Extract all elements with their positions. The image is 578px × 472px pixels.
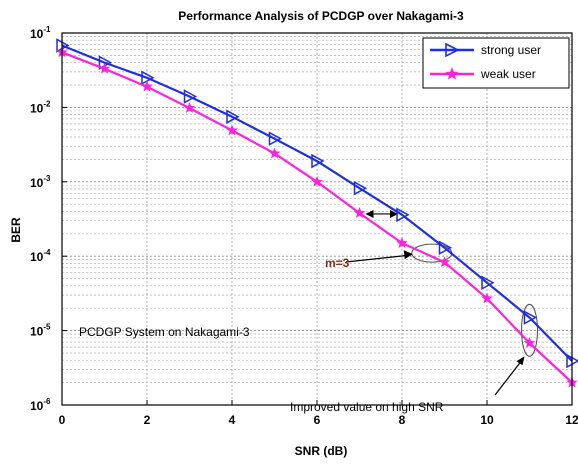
chart-title: Performance Analysis of PCDGP over Nakag… [178, 9, 464, 23]
ellipse-high-snr [520, 303, 539, 357]
m-arrow-head [403, 250, 413, 260]
data-point-weak-user [311, 175, 323, 187]
data-point-strong-user [226, 109, 240, 124]
x-tick-label: 8 [399, 413, 406, 427]
data-point-weak-user [481, 292, 493, 304]
data-point-weak-user [226, 124, 238, 136]
data-point-strong-user [141, 70, 155, 86]
legend-box [422, 37, 570, 89]
y-tick-label: 10-2 [30, 99, 51, 115]
improved-arrow-head [516, 356, 525, 366]
m-annotation-label: m=3 [325, 256, 350, 270]
data-point-weak-user [141, 80, 153, 92]
data-point-strong-user [183, 89, 198, 104]
legend-marker-strong [445, 42, 460, 58]
x-tick-label: 2 [144, 413, 151, 427]
data-point-strong-user [523, 310, 538, 325]
data-point-weak-user [438, 256, 451, 268]
x-tick-label: 10 [480, 413, 494, 427]
improved-arrow-line [494, 357, 524, 396]
grid [62, 33, 572, 405]
y-tick-label: 10-4 [30, 248, 51, 264]
data-point-strong-user [396, 207, 410, 223]
legend-label-weak: weak user [480, 67, 536, 81]
x-tick-label: 0 [59, 413, 66, 427]
x-tick-label: 6 [314, 413, 321, 427]
y-tick-label: 10-5 [30, 323, 51, 339]
y-tick-labels: 10-6 10-5 10-4 10-3 10-2 10-1 [30, 25, 67, 413]
data-point-weak-user [523, 337, 536, 348]
legend-label-strong: strong user [481, 43, 541, 57]
data-point-strong-user [311, 153, 325, 169]
data-point-weak-user [183, 102, 196, 113]
y-tick-label: 10-6 [30, 397, 51, 413]
x-tick-labels: 0 2 4 6 8 10 12 [59, 400, 578, 427]
data-point-strong-user [353, 180, 368, 196]
x-tick-label: 4 [229, 413, 236, 427]
gap-arrow-head-right [390, 209, 398, 218]
data-point-strong-user [481, 275, 495, 290]
data-point-weak-user [396, 237, 408, 248]
improved-note: Improved value on high SNR [290, 400, 444, 414]
legend-marker-weak [445, 67, 459, 80]
y-tick-label: 10-3 [30, 174, 51, 190]
m-arrow-line [345, 254, 410, 263]
series-line-strong-user [61, 44, 573, 362]
y-axis-label: BER [9, 217, 23, 243]
x-axis-label: SNR (dB) [295, 444, 348, 458]
y-tick-label: 10-1 [30, 25, 51, 41]
x-tick-label: 12 [565, 413, 578, 427]
data-point-strong-user [438, 240, 453, 255]
system-note: PCDGP System on Nakagami-3 [79, 325, 250, 339]
data-point-weak-user [353, 207, 366, 218]
gap-arrow-head-left [365, 209, 374, 218]
data-point-strong-user [268, 131, 283, 146]
data-point-weak-user [98, 62, 111, 74]
data-point-weak-user [268, 147, 281, 159]
legend: strong user weak user [422, 37, 570, 89]
